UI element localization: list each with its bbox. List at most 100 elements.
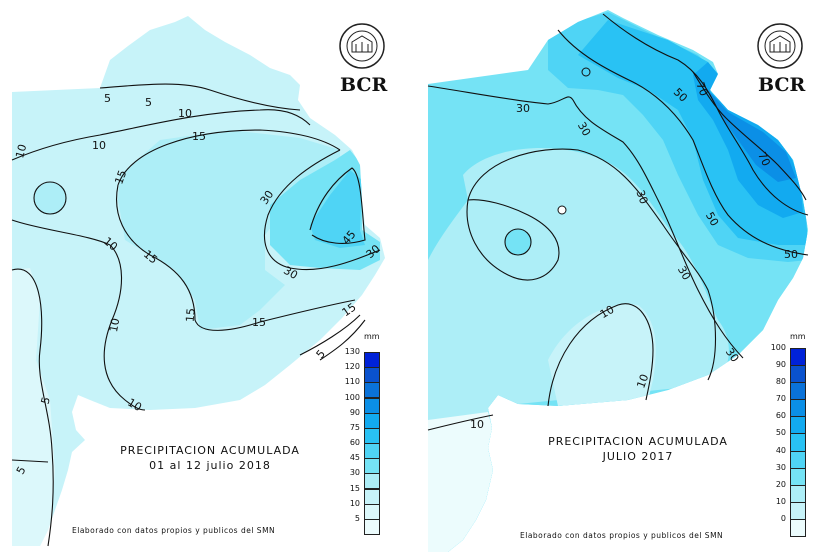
legend-color-swatch <box>790 365 806 384</box>
legend-color-swatch <box>790 416 806 435</box>
legend-color-swatch <box>790 382 806 401</box>
legend-color-swatch <box>790 501 806 520</box>
data-credit: Elaborado con datos propios y publicos d… <box>72 526 276 535</box>
contour-label: 5 <box>314 347 328 361</box>
legend-color-swatch <box>364 473 380 490</box>
contour-label: 30 <box>516 102 530 115</box>
legend-tick-label: 40 <box>775 445 786 455</box>
contour-label: 70 <box>693 80 710 98</box>
legend-tick-label: 70 <box>775 394 786 404</box>
zone-5mm <box>12 268 55 546</box>
legend-unit: mm <box>790 332 806 341</box>
map-panel-2018: 5 5 10 10 10 15 15 15 15 15 30 30 30 45 … <box>11 16 390 547</box>
legend-tick-label: 75 <box>349 422 360 432</box>
legend-tick-label: 130 <box>344 347 360 356</box>
station-marker <box>581 67 591 77</box>
bcr-seal-logo <box>757 23 803 69</box>
legend-tick-label: 110 <box>344 377 360 387</box>
legend-color-swatch <box>364 518 380 535</box>
legend-tick-label: 100 <box>344 392 360 402</box>
legend-tick-label: 90 <box>349 407 360 417</box>
legend-2017: mm 100 90 80 70 60 50 40 30 20 10 0 <box>760 332 816 542</box>
legend-color-swatch <box>364 503 380 520</box>
contour-label: 15 <box>112 168 129 186</box>
contour-label: 10 <box>107 317 122 333</box>
contour-label: 30 <box>675 264 693 283</box>
zone-70mm <box>708 90 796 182</box>
legend-color-swatch <box>790 450 806 469</box>
precipitation-map-2017: 30 30 30 30 30 50 50 50 70 70 10 10 10 <box>427 10 809 552</box>
contour-label: 10 <box>178 107 192 120</box>
legend-color-swatch <box>790 433 806 452</box>
contour-label: 5 <box>39 395 53 405</box>
contour-label: 50 <box>784 248 798 261</box>
legend-tick-label: 20 <box>775 479 786 489</box>
legend-tick-label: 45 <box>349 453 360 463</box>
map-title-period: 01 al 12 julio 2018 <box>149 459 271 472</box>
legend-tick-label: 10 <box>775 496 786 506</box>
data-credit: Elaborado con datos propios y publicos d… <box>520 531 724 540</box>
zone-0mm <box>428 412 493 552</box>
contour-label: 15 <box>183 308 197 323</box>
local-max-blob <box>505 229 531 255</box>
map-title: PRECIPITACION ACUMULADA JULIO 2017 <box>528 434 748 464</box>
legend-unit: mm <box>364 332 380 341</box>
legend-tick-label: 0 <box>780 513 786 523</box>
brand-logo-text: BCR <box>758 74 806 96</box>
legend-tick-label: 120 <box>344 362 360 372</box>
legend-tick-label: 100 <box>770 343 786 352</box>
legend-color-swatch <box>364 488 380 505</box>
local-minimum-blob <box>34 182 66 214</box>
contour-label: 5 <box>145 96 152 109</box>
legend-color-swatch <box>790 348 806 367</box>
contour-label: 70 <box>755 150 773 168</box>
contour-label: 10 <box>92 139 106 152</box>
legend-color-swatch <box>364 427 380 444</box>
zone-15mm <box>118 130 340 330</box>
precipitation-map-2018: 5 5 10 10 10 15 15 15 15 15 30 30 30 45 … <box>11 16 385 547</box>
legend-color-swatch <box>364 443 380 460</box>
contour-label: 50 <box>703 210 721 229</box>
map-title: PRECIPITACION ACUMULADA 01 al 12 julio 2… <box>100 443 320 473</box>
contour-label: 30 <box>575 120 593 139</box>
contour-label: 30 <box>633 188 650 206</box>
legend-color-swatch <box>364 382 380 399</box>
station-marker <box>557 205 567 215</box>
legend-tick-label: 30 <box>349 468 360 478</box>
legend-color-swatch <box>364 352 380 369</box>
legend-tick-label: 30 <box>775 462 786 472</box>
legend-color-swatch <box>790 518 806 537</box>
legend-color-swatch <box>790 399 806 418</box>
legend-color-swatch <box>364 397 380 414</box>
contour-label: 10 <box>470 418 484 431</box>
contour-label: 10 <box>125 396 144 414</box>
contour-label: 10 <box>598 303 617 321</box>
legend-tick-label: 60 <box>775 411 786 421</box>
legend-color-swatch <box>790 467 806 486</box>
contour-label: 10 <box>634 372 651 390</box>
contour-label: 15 <box>192 130 206 143</box>
contour-lines-2018 <box>11 83 381 547</box>
zone-10mm <box>548 304 656 406</box>
contour-label: 5 <box>104 92 111 105</box>
legend-tick-label: 10 <box>349 498 360 508</box>
brand-logo-text: BCR <box>340 74 388 96</box>
legend-2018: mm 130 120 110 100 90 75 60 45 30 15 10 5 <box>330 332 390 542</box>
legend-tick-label: 60 <box>349 438 360 447</box>
legend-color-swatch <box>790 484 806 503</box>
map-title-period: JULIO 2017 <box>602 450 674 463</box>
legend-color-swatch <box>364 412 380 429</box>
map-panel-2017: 30 30 30 30 30 50 50 50 70 70 10 10 10 B… <box>408 0 816 558</box>
contour-label: 15 <box>252 316 266 329</box>
map-title-line1: PRECIPITACION ACUMULADA <box>548 435 728 448</box>
contour-label: 10 <box>13 143 29 160</box>
zone-45mm <box>310 170 365 248</box>
legend-tick-label: 90 <box>775 360 786 370</box>
legend-tick-label: 15 <box>349 483 360 493</box>
contour-lines-2017 <box>427 13 809 431</box>
legend-tick-label: 5 <box>354 513 360 523</box>
bcr-seal-logo <box>339 23 385 69</box>
legend-tick-label: 50 <box>775 428 786 438</box>
legend-color-swatch <box>364 458 380 475</box>
legend-color-swatch <box>364 367 380 384</box>
